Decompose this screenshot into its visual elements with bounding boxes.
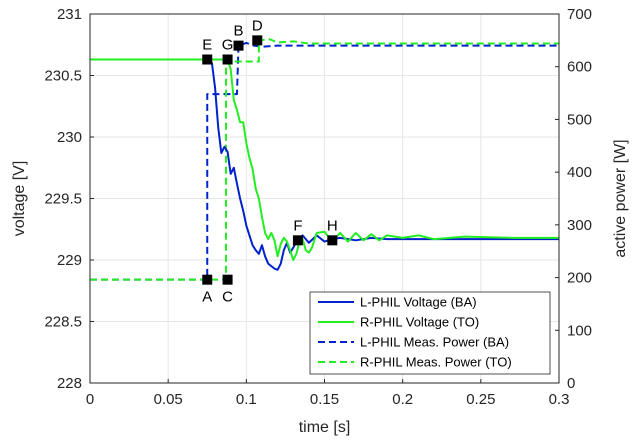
x-tick-label: 0: [86, 391, 94, 408]
y-left-tick-label: 229.5: [44, 191, 82, 208]
x-tick-label: 0.1: [236, 391, 257, 408]
marker-label-b: B: [234, 23, 244, 40]
legend-label-l-voltage: L-PHIL Voltage (BA): [360, 295, 477, 310]
y-right-tick-label: 100: [567, 322, 592, 339]
y-right-tick-label: 0: [567, 375, 575, 392]
y-left-tick-label: 230.5: [44, 68, 82, 85]
y-right-tick-label: 500: [567, 111, 592, 128]
y-right-tick-label: 400: [567, 164, 592, 181]
legend-label-r-voltage: R-PHIL Voltage (TO): [360, 315, 479, 330]
marker-label-c: C: [222, 289, 233, 306]
legend-box: [309, 291, 551, 375]
x-axis-title: time [s]: [299, 419, 351, 436]
y-left-tick-label: 231: [57, 6, 82, 23]
marker-point-e: [202, 54, 213, 65]
x-tick-label: 0.15: [310, 391, 339, 408]
marker-label-e: E: [202, 37, 212, 54]
markers: A C E GB D F H: [202, 17, 337, 305]
marker-label-a: A: [202, 289, 212, 306]
y-left-tick-label: 229: [57, 252, 82, 269]
marker-point-b: [233, 40, 244, 51]
marker-point-c: [222, 274, 233, 285]
marker-point-f: [292, 235, 303, 246]
marker-point-g: [222, 54, 233, 65]
series-line-r-phil-voltage-to: [90, 58, 559, 261]
marker-label-d: D: [252, 17, 263, 34]
x-tick-label: 0.2: [392, 391, 413, 408]
y-left-tick-label: 228: [57, 375, 82, 392]
marker-point-h: [327, 235, 338, 246]
y-right-tick-label: 600: [567, 59, 592, 76]
marker-label-h: H: [327, 217, 338, 234]
y-left-tick-label: 228.5: [44, 314, 82, 331]
x-tick-label: 0.25: [466, 391, 495, 408]
y-axis-right-title: active power [W]: [612, 139, 629, 257]
x-tick-label: 0.05: [154, 391, 183, 408]
series-line-l-phil-meas-power-ba: [90, 41, 559, 281]
ticks: 0 0.05 0.1 0.15 0.2 0.25 0.3 228 228.5 229 229.5 23…: [44, 6, 592, 408]
marker-label-g: G: [222, 37, 234, 54]
y-left-tick-label: 230: [57, 129, 82, 146]
y-right-tick-label: 200: [567, 270, 592, 287]
legend-label-l-power: L-PHIL Meas. Power (BA): [360, 335, 509, 350]
marker-label-f: F: [293, 217, 302, 234]
legend: L-PHIL Voltage (BA) R-PHIL Voltage (TO) …: [309, 291, 551, 375]
marker-point-d: [252, 35, 263, 46]
y-right-tick-label: 300: [567, 217, 592, 234]
x-tick-label: 0.3: [549, 391, 570, 408]
y-right-tick-label: 700: [567, 6, 592, 23]
marker-point-a: [202, 274, 213, 285]
legend-label-r-power: R-PHIL Meas. Power (TO): [360, 355, 512, 370]
y-axis-left-title: voltage [V]: [11, 161, 28, 237]
